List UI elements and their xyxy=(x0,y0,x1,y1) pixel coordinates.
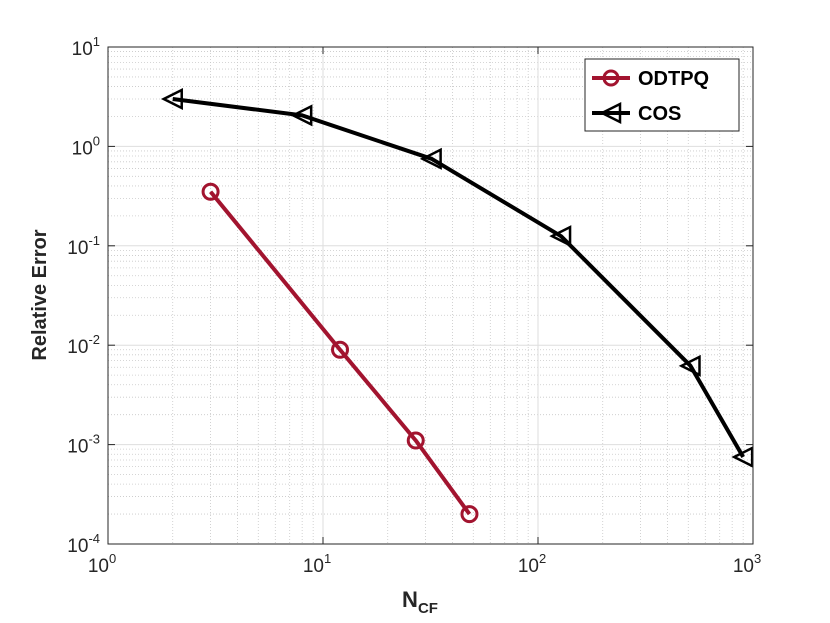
x-tick-label-base: 10 xyxy=(88,556,109,577)
data-point-odtpq xyxy=(460,505,479,524)
data-point-cos xyxy=(731,445,754,469)
y-tick-label: 10-3 xyxy=(67,432,100,458)
series-line-cos xyxy=(172,96,745,459)
y-tick-label: 101 xyxy=(72,34,100,60)
x-tick-label: 101 xyxy=(303,551,331,577)
y-axis-title: Relative Error xyxy=(29,229,51,360)
x-tick-label-exp: 2 xyxy=(539,551,546,566)
series-layer xyxy=(160,87,754,524)
series-line-odtpq xyxy=(209,190,472,516)
x-tick-label-base: 10 xyxy=(518,556,539,577)
y-tick-label-base: 10 xyxy=(67,238,88,259)
y-tick-label: 10-4 xyxy=(67,531,100,557)
y-tick-label-exp: -2 xyxy=(88,332,100,347)
legend-label-cos: COS xyxy=(638,103,681,125)
data-point-cos xyxy=(419,147,442,170)
plot-frame xyxy=(107,46,754,545)
y-tick-label: 10-1 xyxy=(67,233,100,259)
y-tick-label-exp: 1 xyxy=(93,34,100,49)
data-point-cos xyxy=(678,354,701,377)
legend-marker-odtpq xyxy=(602,69,620,87)
x-tick-label-base: 10 xyxy=(733,556,754,577)
legend: ODTPQ COS xyxy=(584,58,740,132)
y-tick-label-exp: -1 xyxy=(88,233,100,248)
y-tick-label: 100 xyxy=(72,133,100,159)
x-tick-label-exp: 3 xyxy=(754,551,761,566)
data-point-cos xyxy=(160,87,183,110)
data-point-odtpq xyxy=(406,431,425,450)
x-tick-label: 100 xyxy=(88,551,116,577)
x-axis-title-main: N xyxy=(402,587,418,612)
x-tick-label-base: 10 xyxy=(303,556,324,577)
legend-marker-cos xyxy=(599,101,622,125)
x-tick-label-exp: 0 xyxy=(109,551,116,566)
y-tick-label-base: 10 xyxy=(72,39,93,60)
y-tick-label-base: 10 xyxy=(72,138,93,159)
y-tick-label-exp: -4 xyxy=(88,531,100,546)
y-tick-label-base: 10 xyxy=(67,337,88,358)
y-tick-label-base: 10 xyxy=(67,536,88,557)
x-tick-label-exp: 1 xyxy=(324,551,331,566)
x-tick-label: 102 xyxy=(518,551,546,577)
y-tick-label-exp: 0 xyxy=(93,133,100,148)
x-axis-title-sub: CF xyxy=(418,600,438,617)
data-point-odtpq xyxy=(331,340,350,359)
x-axis-title: NCF xyxy=(402,587,438,617)
legend-label-odtpq: ODTPQ xyxy=(638,68,709,90)
y-tick-label-exp: -3 xyxy=(88,432,100,447)
y-tick-label: 10-2 xyxy=(67,332,100,358)
y-tick-label-base: 10 xyxy=(67,437,88,458)
data-point-cos xyxy=(290,104,313,127)
data-point-cos xyxy=(549,225,572,248)
x-tick-label: 103 xyxy=(733,551,761,577)
data-point-odtpq xyxy=(201,182,220,201)
